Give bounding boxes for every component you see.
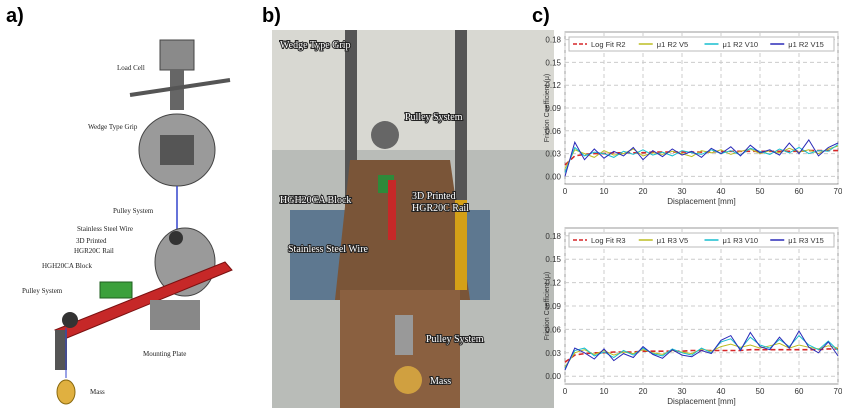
- diagram-label: Load Cell: [117, 64, 145, 72]
- x-tick-label: 60: [795, 187, 804, 196]
- legend-label: μ1 R3 V10: [723, 236, 759, 245]
- legend-label: Log Fit R2: [591, 40, 626, 49]
- x-tick-label: 20: [639, 187, 648, 196]
- photo: [272, 30, 554, 408]
- diagram-label: HGH20CA Block: [42, 262, 92, 270]
- diagram-label: 3D Printed: [76, 237, 107, 245]
- y-axis-label: Friction Coefficient (μ): [544, 272, 551, 340]
- diagram-label: Mass: [90, 388, 105, 396]
- diagram-label: Pulley System: [113, 207, 154, 215]
- y-tick-label: 0.12: [545, 279, 561, 288]
- y-tick-label: 0.06: [545, 127, 561, 136]
- photo-label: Stainless Steel Wire: [288, 244, 369, 255]
- y-tick-label: 0.00: [545, 172, 561, 181]
- photo-label: Mass: [430, 376, 451, 387]
- x-tick-label: 0: [563, 387, 568, 396]
- y-tick-label: 0.03: [545, 349, 561, 358]
- y-tick-label: 0.18: [545, 232, 561, 241]
- y-tick-label: 0.18: [545, 36, 561, 45]
- photo-label: HGH20CA Block: [280, 195, 351, 206]
- x-tick-label: 50: [756, 187, 765, 196]
- series-line: [564, 138, 839, 177]
- diagram: [54, 39, 233, 405]
- photo-label: Pulley System: [405, 112, 463, 123]
- x-tick-label: 30: [678, 187, 687, 196]
- x-tick-label: 10: [600, 387, 609, 396]
- x-tick-label: 70: [834, 387, 842, 396]
- legend-label: Log Fit R3: [591, 236, 626, 245]
- photo-label: Pulley System: [426, 334, 484, 345]
- y-tick-label: 0.03: [545, 150, 561, 159]
- series-line: [564, 144, 839, 173]
- diagram-label: Pulley System: [22, 287, 63, 295]
- panel-label: a): [6, 5, 24, 27]
- photo-label: Wedge Type Grip: [280, 40, 351, 51]
- y-tick-label: 0.09: [545, 104, 561, 113]
- y-tick-label: 0.06: [545, 325, 561, 334]
- y-tick-label: 0.15: [545, 255, 561, 264]
- diagram-label: Stainless Steel Wire: [77, 225, 133, 233]
- series-line: [564, 342, 839, 368]
- diagram-label: Wedge Type Grip: [88, 123, 138, 131]
- y-axis-label: Friction Coefficient (μ): [544, 74, 551, 142]
- y-tick-label: 0.12: [545, 81, 561, 90]
- legend-label: μ1 R2 V5: [657, 40, 688, 49]
- legend-label: μ1 R2 V15: [788, 40, 824, 49]
- legend-label: μ1 R3 V5: [657, 236, 688, 245]
- panel-label: b): [262, 5, 281, 27]
- series-line: [564, 330, 839, 371]
- x-tick-label: 10: [600, 187, 609, 196]
- diagram-label: HGR20C Rail: [74, 247, 114, 255]
- legend-box: [568, 232, 835, 248]
- legend-label: μ1 R3 V15: [788, 236, 824, 245]
- y-tick-label: 0.09: [545, 302, 561, 311]
- x-axis-label: Displacement [mm]: [667, 197, 735, 206]
- y-tick-label: 0.15: [545, 58, 561, 67]
- y-tick-label: 0.00: [545, 372, 561, 381]
- x-tick-label: 50: [756, 387, 765, 396]
- legend-label: μ1 R2 V10: [723, 40, 759, 49]
- photo-label: 3D Printed: [412, 191, 456, 202]
- legend-box: [568, 36, 835, 52]
- x-tick-label: 20: [639, 387, 648, 396]
- panel-label: c): [532, 5, 550, 27]
- x-tick-label: 40: [717, 387, 726, 396]
- x-tick-label: 40: [717, 187, 726, 196]
- x-tick-label: 60: [795, 387, 804, 396]
- x-tick-label: 30: [678, 387, 687, 396]
- x-tick-label: 70: [834, 187, 842, 196]
- photo-label: HGR20C Rail: [412, 203, 469, 214]
- x-tick-label: 0: [563, 187, 568, 196]
- diagram-label: Mounting Plate: [143, 350, 186, 358]
- x-axis-label: Displacement [mm]: [667, 397, 735, 406]
